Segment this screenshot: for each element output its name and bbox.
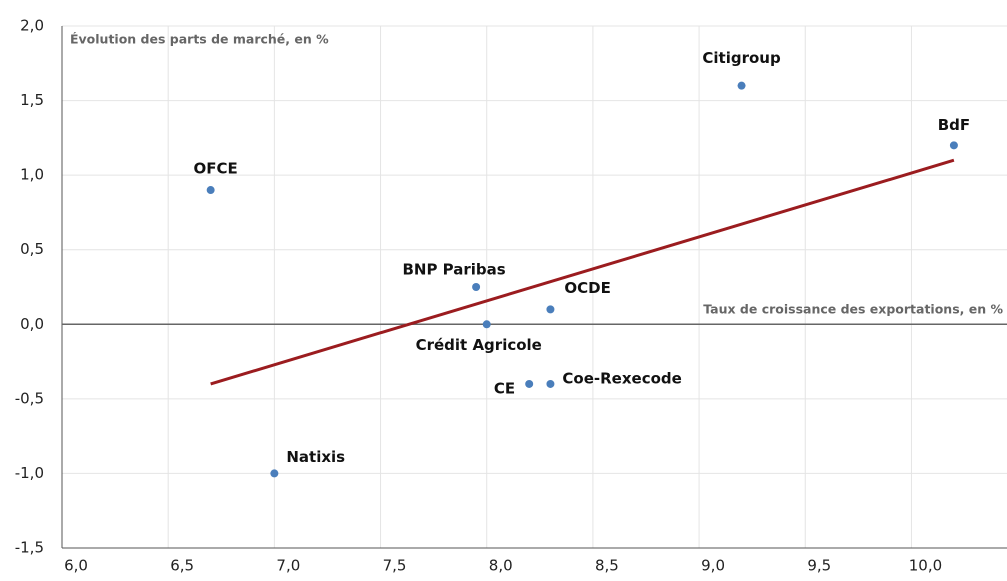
point-label: OFCE [194,160,238,178]
x-tick-label: 8,0 [489,557,513,575]
point [270,469,279,478]
point [472,283,481,291]
y-tick-label: -1,0 [15,464,44,482]
y-tick-label: -1,5 [15,539,44,557]
point-label: Coe-Rexecode [562,369,681,387]
y-tick-label: 0,0 [20,315,44,333]
point [482,320,491,329]
y-tick-label: -0,5 [15,389,44,407]
x-tick-label: 9,0 [701,557,725,575]
x-tick-label: 8,5 [595,557,619,575]
point [525,379,534,388]
trend-line [210,158,955,386]
point-label: OCDE [564,279,610,297]
point [546,379,555,388]
point-label: BNP Paribas [402,261,505,279]
x-axis-title: Taux de croissance des exportations, en … [703,302,1003,317]
point-label: Crédit Agricole [416,336,542,354]
point [206,186,215,195]
point-label: Citigroup [702,49,781,67]
y-tick-label: 1,0 [20,166,44,184]
point [546,305,555,314]
x-tick-label: 6,0 [64,557,88,575]
x-tick-label: 9,5 [807,557,831,575]
x-tick-label: 7,5 [383,557,407,575]
y-axis-title: Évolution des parts de marché, en % [70,32,329,47]
y-tick-label: 0,5 [20,240,44,258]
y-tick-label: 2,0 [20,17,44,35]
x-tick-label: 7,0 [276,557,300,575]
x-tick-label: 6,5 [170,557,194,575]
point [737,81,746,90]
y-tick-label: 1,5 [20,91,44,109]
x-tick-label: 10,0 [909,557,942,575]
point-label: Natixis [286,448,345,466]
point [949,141,958,150]
point-label: CE [494,379,515,397]
point-label: BdF [938,116,970,134]
